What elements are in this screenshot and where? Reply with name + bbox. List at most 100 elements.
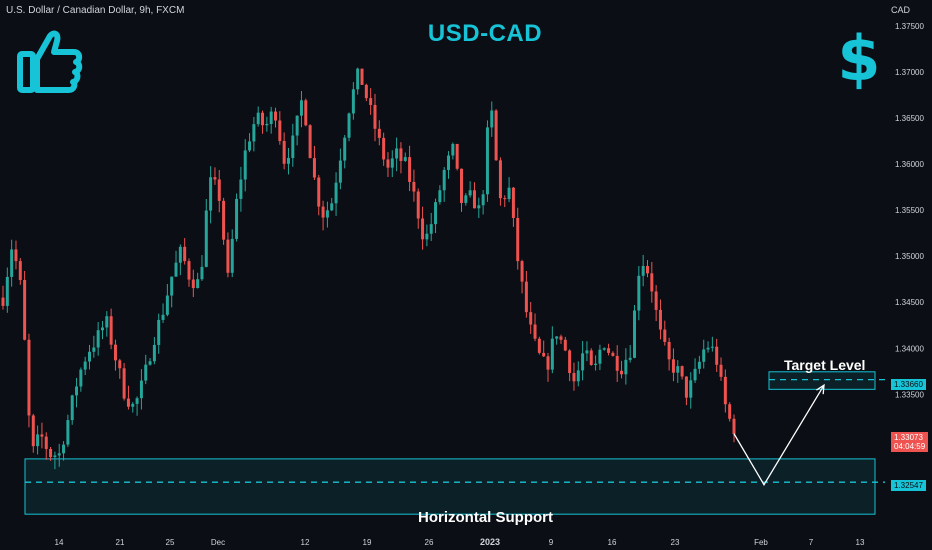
candle <box>581 340 585 381</box>
candle <box>286 147 290 175</box>
candle-body <box>395 148 399 159</box>
candle-body <box>542 352 546 357</box>
candle <box>719 357 723 381</box>
candle <box>191 269 195 298</box>
candle <box>334 172 338 216</box>
candle <box>321 200 325 231</box>
candle <box>529 301 533 334</box>
price-tick-label: 1.34500 <box>895 298 924 307</box>
candle-body <box>338 160 342 183</box>
candle-body <box>494 110 498 161</box>
candle <box>472 182 476 209</box>
candle-body <box>680 366 684 377</box>
candle <box>265 116 269 132</box>
time-axis[interactable]: 14 21 25 Dec 12 19 26 2023 9 16 23 Feb 7 13 <box>55 537 865 547</box>
current-price-tag: 1.33073 04:04:59 <box>891 432 929 452</box>
candle <box>563 336 567 352</box>
candle-body <box>732 418 736 435</box>
candle-body <box>438 190 442 203</box>
candle-body <box>40 434 44 437</box>
candle-body <box>693 368 697 381</box>
candle <box>152 336 156 365</box>
candle-body <box>537 338 541 353</box>
candle <box>576 361 580 387</box>
candle-body <box>607 348 611 353</box>
candle-body <box>377 128 381 138</box>
candle <box>403 152 407 162</box>
candle-body <box>96 330 100 348</box>
candle <box>671 348 675 382</box>
candle-body <box>113 344 117 361</box>
candle <box>96 322 100 356</box>
candle-body <box>563 339 567 351</box>
candle-body <box>507 187 511 200</box>
candle-body <box>684 376 688 398</box>
candles <box>1 67 736 470</box>
candle <box>75 377 79 408</box>
candle-body <box>624 359 628 375</box>
candle <box>200 255 204 281</box>
candle <box>170 276 174 308</box>
candle <box>291 123 295 167</box>
candle-body <box>269 111 273 124</box>
candle-body <box>44 436 48 449</box>
candle <box>131 402 135 413</box>
candle-body <box>282 140 286 164</box>
candle <box>36 425 40 455</box>
candle-body <box>667 341 671 360</box>
candle <box>425 224 429 247</box>
candle-body <box>498 160 502 199</box>
candle <box>18 258 22 285</box>
candle-body <box>702 349 706 362</box>
projection-arrowhead <box>816 383 825 395</box>
candle <box>252 116 256 152</box>
candle <box>226 232 230 278</box>
candle-body <box>14 249 18 262</box>
dollar-sign-icon: $ <box>837 22 881 95</box>
candle <box>183 238 187 265</box>
candle-body <box>468 190 472 196</box>
candle-body <box>589 350 593 365</box>
candle <box>351 82 355 120</box>
time-tick-label: 25 <box>166 538 175 547</box>
candle-body <box>728 404 732 419</box>
candle-body <box>555 336 559 339</box>
target-price-tag: 1.33660 <box>891 379 926 390</box>
projection-path <box>733 384 825 486</box>
candle-body <box>217 179 221 201</box>
time-tick-label: 9 <box>549 538 554 547</box>
candle-body <box>598 349 602 364</box>
candle-body <box>568 350 572 374</box>
candle-body <box>226 239 230 273</box>
candle-body <box>131 403 135 407</box>
candle <box>88 344 92 370</box>
candle <box>347 112 351 142</box>
candle-body <box>546 356 550 370</box>
candle <box>715 338 719 372</box>
candle-body <box>157 319 161 345</box>
candle-body <box>516 217 520 262</box>
candle-body <box>100 327 104 331</box>
price-tick-label: 1.37500 <box>895 22 924 31</box>
candle <box>568 349 572 382</box>
candle-body <box>152 344 156 362</box>
target-label: Target Level <box>784 357 866 373</box>
candle <box>1 285 5 310</box>
candle <box>135 396 139 416</box>
candle <box>641 254 645 287</box>
candle-body <box>429 224 433 234</box>
candle <box>429 212 433 241</box>
candle <box>684 376 688 406</box>
candle <box>196 272 200 289</box>
candle <box>53 451 57 470</box>
candle <box>490 101 494 137</box>
time-tick-label: 2023 <box>480 537 500 547</box>
candle-body <box>1 297 5 306</box>
candle-body <box>447 155 451 170</box>
candle <box>468 181 472 198</box>
candle-body <box>312 158 316 178</box>
candle <box>459 168 463 212</box>
price-tick-label: 1.35000 <box>895 252 924 261</box>
projection-arrow <box>733 383 825 486</box>
